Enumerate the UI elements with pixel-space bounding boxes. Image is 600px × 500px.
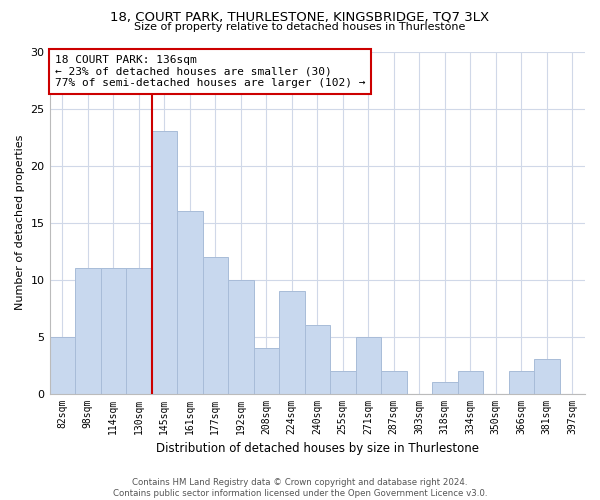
X-axis label: Distribution of detached houses by size in Thurlestone: Distribution of detached houses by size … <box>156 442 479 455</box>
Bar <box>305 325 330 394</box>
Text: Size of property relative to detached houses in Thurlestone: Size of property relative to detached ho… <box>134 22 466 32</box>
Bar <box>75 268 101 394</box>
Bar <box>381 371 407 394</box>
Text: 18 COURT PARK: 136sqm
← 23% of detached houses are smaller (30)
77% of semi-deta: 18 COURT PARK: 136sqm ← 23% of detached … <box>55 55 365 88</box>
Bar <box>279 291 305 394</box>
Bar <box>534 360 560 394</box>
Bar <box>152 132 177 394</box>
Text: Contains HM Land Registry data © Crown copyright and database right 2024.
Contai: Contains HM Land Registry data © Crown c… <box>113 478 487 498</box>
Bar <box>228 280 254 394</box>
Bar <box>126 268 152 394</box>
Bar <box>356 336 381 394</box>
Bar <box>203 256 228 394</box>
Bar <box>101 268 126 394</box>
Text: 18, COURT PARK, THURLESTONE, KINGSBRIDGE, TQ7 3LX: 18, COURT PARK, THURLESTONE, KINGSBRIDGE… <box>110 10 490 23</box>
Bar <box>458 371 483 394</box>
Bar <box>330 371 356 394</box>
Bar <box>254 348 279 394</box>
Y-axis label: Number of detached properties: Number of detached properties <box>15 135 25 310</box>
Bar <box>432 382 458 394</box>
Bar <box>177 211 203 394</box>
Bar <box>50 336 75 394</box>
Bar <box>509 371 534 394</box>
